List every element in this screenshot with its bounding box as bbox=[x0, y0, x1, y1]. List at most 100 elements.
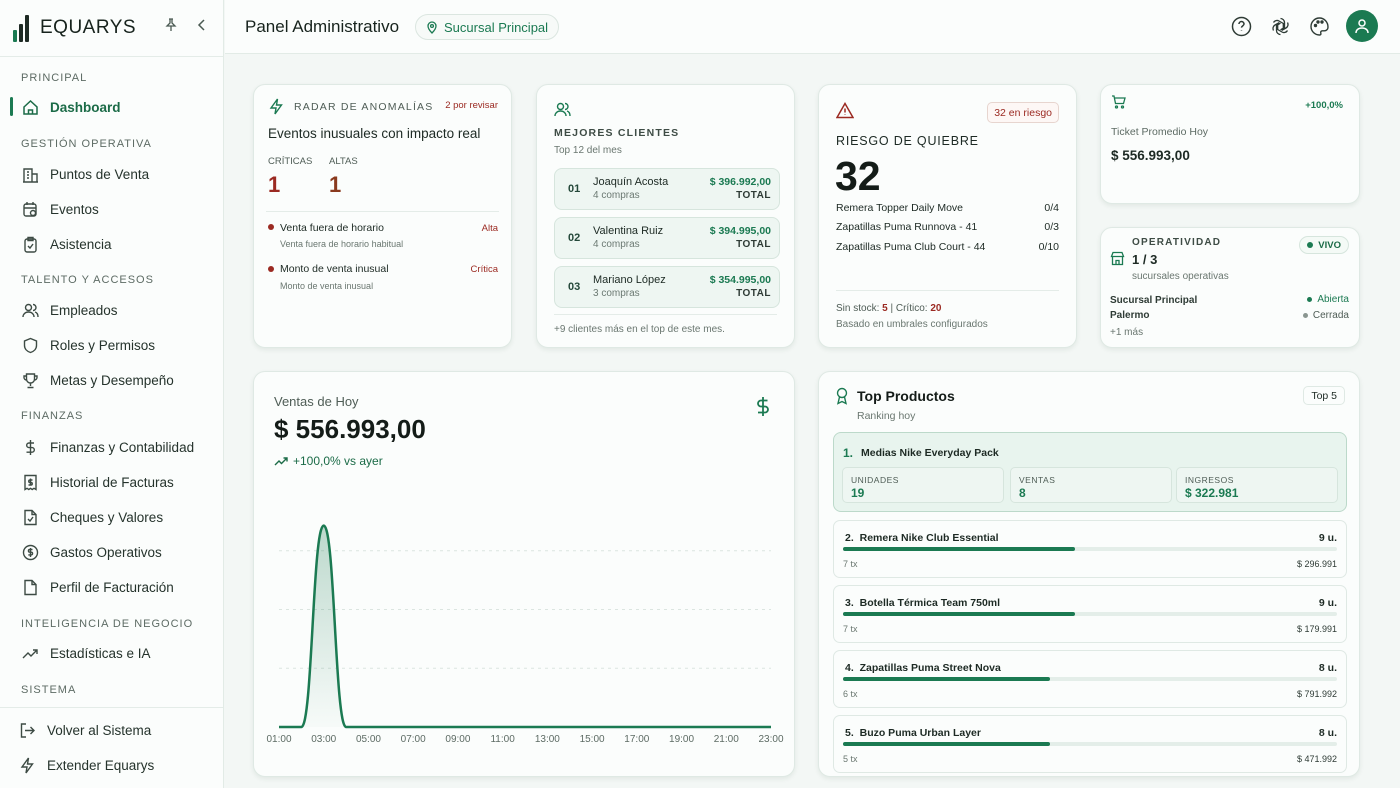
progress-fill bbox=[843, 742, 1051, 746]
branch-status: Cerrada bbox=[1302, 310, 1349, 321]
product-rank: 1. bbox=[843, 446, 854, 460]
sidebar-item-label: Gastos Operativos bbox=[50, 544, 162, 560]
sales-line bbox=[279, 524, 771, 729]
client-purchases: 4 compras bbox=[593, 190, 640, 201]
integrations-button[interactable] bbox=[1268, 14, 1293, 39]
coin-icon bbox=[22, 544, 38, 560]
client-name: Valentina Ruiz bbox=[593, 225, 664, 237]
product-revenue: $ 296.991 bbox=[1296, 559, 1337, 569]
dollar-icon bbox=[757, 397, 769, 416]
sidebar-item-volver[interactable]: Volver al Sistema bbox=[18, 715, 208, 745]
sidebar-item-cheques[interactable]: Cheques y Valores bbox=[21, 502, 211, 532]
product-units: 8 u. bbox=[1318, 727, 1337, 739]
risk-item-name: Zapatillas Puma Club Court - 44 bbox=[836, 241, 986, 253]
product-row[interactable]: 4. Zapatillas Puma Street Nova 8 u. 6 tx $ … bbox=[833, 650, 1347, 708]
sidebar-item-label: Extender Equarys bbox=[47, 757, 155, 773]
cart-icon bbox=[1112, 95, 1126, 109]
critical-count: 1 bbox=[268, 172, 281, 197]
anomaly-title[interactable]: Venta fuera de horario bbox=[280, 222, 384, 234]
section-talento: TALENTO Y ACCESOS bbox=[21, 274, 154, 286]
product-name: 5. Buzo Puma Urban Layer bbox=[845, 727, 981, 739]
page-title: Panel Administrativo bbox=[245, 17, 400, 36]
anomaly-title[interactable]: Monto de venta inusual bbox=[280, 263, 389, 275]
app-logo[interactable]: EQUARYS bbox=[12, 12, 136, 44]
sidebar-item-label: Historial de Facturas bbox=[50, 474, 174, 490]
client-row[interactable]: 01 Joaquín Acosta 4 compras $ 396.992,00… bbox=[554, 168, 780, 210]
risk-badge[interactable]: 32 en riesgo bbox=[987, 102, 1059, 123]
sales-chart: 01:00 03:00 05:00 07:00 09:00 11:00 13:00 15:00… bbox=[266, 524, 784, 745]
progress-fill bbox=[843, 677, 1051, 681]
location-pin-icon bbox=[427, 20, 437, 34]
lightning-icon bbox=[20, 757, 34, 773]
top-product-first[interactable]: 1. Medias Nike Everyday Pack UNIDADES 19 … bbox=[833, 432, 1347, 512]
product-name: 2. Remera Nike Club Essential bbox=[845, 532, 999, 544]
branch-selector[interactable]: Sucursal Principal bbox=[415, 14, 560, 40]
clients-footer: +9 clientes más en el top de este mes. bbox=[554, 324, 725, 335]
client-total-label: TOTAL bbox=[736, 190, 771, 201]
collapse-sidebar-icon[interactable] bbox=[196, 18, 208, 32]
trending-up-icon bbox=[274, 457, 288, 466]
progress-fill bbox=[843, 547, 1076, 551]
client-rank: 01 bbox=[568, 183, 581, 195]
product-revenue: $ 791.992 bbox=[1296, 689, 1337, 699]
high-count: 1 bbox=[329, 172, 342, 197]
risk-item-ratio: 0/3 bbox=[1044, 221, 1059, 233]
product-row[interactable]: 2. Remera Nike Club Essential 9 u. 7 tx $ 2… bbox=[833, 520, 1347, 578]
sidebar-item-metas[interactable]: Metas y Desempeño bbox=[21, 365, 211, 395]
sidebar-item-label: Estadísticas e IA bbox=[50, 645, 151, 661]
sidebar-item-empleados[interactable]: Empleados bbox=[21, 295, 211, 325]
product-row[interactable]: 5. Buzo Puma Urban Layer 8 u. 5 tx $ 471.99… bbox=[833, 715, 1347, 773]
product-units: 8 u. bbox=[1318, 662, 1337, 674]
risk-item-name: Remera Topper Daily Move bbox=[836, 202, 964, 214]
product-row[interactable]: 3. Botella Térmica Team 750ml 9 u. 7 tx $ 1… bbox=[833, 585, 1347, 643]
home-icon bbox=[22, 99, 38, 115]
sidebar-item-puntos-de-venta[interactable]: Puntos de Venta bbox=[21, 159, 211, 189]
x-tick-label: 07:00 bbox=[401, 734, 426, 745]
sidebar-item-label: Finanzas y Contabilidad bbox=[50, 439, 195, 455]
client-rank: 02 bbox=[568, 232, 581, 244]
risk-footer: Basado en umbrales configurados bbox=[836, 319, 988, 330]
sidebar-item-extender[interactable]: Extender Equarys bbox=[18, 750, 208, 780]
calendar-clock-icon bbox=[22, 201, 37, 217]
openai-icon bbox=[1272, 17, 1289, 35]
review-badge[interactable]: 2 por revisar bbox=[445, 100, 498, 111]
sales-change: +100,0% vs ayer bbox=[274, 454, 383, 468]
sidebar-item-finanzas[interactable]: Finanzas y Contabilidad bbox=[21, 432, 211, 462]
client-row[interactable]: 03 Mariano López 3 compras $ 354.995,00 … bbox=[554, 266, 780, 308]
progress-track bbox=[843, 677, 1337, 681]
dollar-icon bbox=[25, 439, 35, 455]
sidebar-item-dashboard[interactable]: Dashboard bbox=[21, 92, 211, 122]
theme-button[interactable] bbox=[1307, 14, 1332, 39]
sidebar-item-label: Perfil de Facturación bbox=[50, 579, 174, 595]
stat-revenue: INGRESOS $ 322.981 bbox=[1176, 467, 1338, 503]
top-products-subtitle: Ranking hoy bbox=[857, 410, 916, 422]
sidebar-item-gastos[interactable]: Gastos Operativos bbox=[21, 537, 211, 567]
clients-title: MEJORES CLIENTES bbox=[554, 127, 680, 139]
warning-icon bbox=[836, 102, 854, 119]
client-total-label: TOTAL bbox=[736, 239, 771, 250]
client-amount: $ 396.992,00 bbox=[709, 176, 771, 188]
clients-subtitle: Top 12 del mes bbox=[554, 145, 622, 156]
avg-ticket-card: +100,0% Ticket Promedio Hoy $ 556.993,00 bbox=[1100, 84, 1360, 204]
sidebar-item-asistencia[interactable]: Asistencia bbox=[21, 229, 211, 259]
help-button[interactable] bbox=[1229, 14, 1254, 39]
x-tick-label: 21:00 bbox=[714, 734, 739, 745]
sidebar-item-roles[interactable]: Roles y Permisos bbox=[21, 330, 211, 360]
sidebar-item-estadisticas[interactable]: Estadísticas e IA bbox=[21, 638, 211, 668]
sidebar-item-label: Metas y Desempeño bbox=[50, 372, 174, 388]
status-dot bbox=[1307, 297, 1313, 302]
sidebar-item-historial[interactable]: Historial de Facturas bbox=[21, 467, 211, 497]
top-badge[interactable]: Top 5 bbox=[1303, 386, 1345, 405]
sidebar-item-eventos[interactable]: Eventos bbox=[21, 194, 211, 224]
section-principal: PRINCIPAL bbox=[21, 72, 88, 84]
ops-more[interactable]: +1 más bbox=[1110, 327, 1144, 338]
pin-icon[interactable] bbox=[164, 18, 178, 32]
anomaly-desc: Venta fuera de horario habitual bbox=[280, 239, 404, 249]
client-row[interactable]: 02 Valentina Ruiz 4 compras $ 394.995,00… bbox=[554, 217, 780, 259]
sidebar-item-perfil[interactable]: Perfil de Facturación bbox=[21, 572, 211, 602]
sales-title: Ventas de Hoy bbox=[274, 394, 359, 409]
branch-status: Abierta bbox=[1307, 294, 1349, 305]
section-finanzas: FINANZAS bbox=[21, 410, 84, 422]
user-avatar[interactable] bbox=[1346, 10, 1378, 42]
section-inteligencia: INTELIGENCIA DE NEGOCIO bbox=[21, 618, 194, 630]
